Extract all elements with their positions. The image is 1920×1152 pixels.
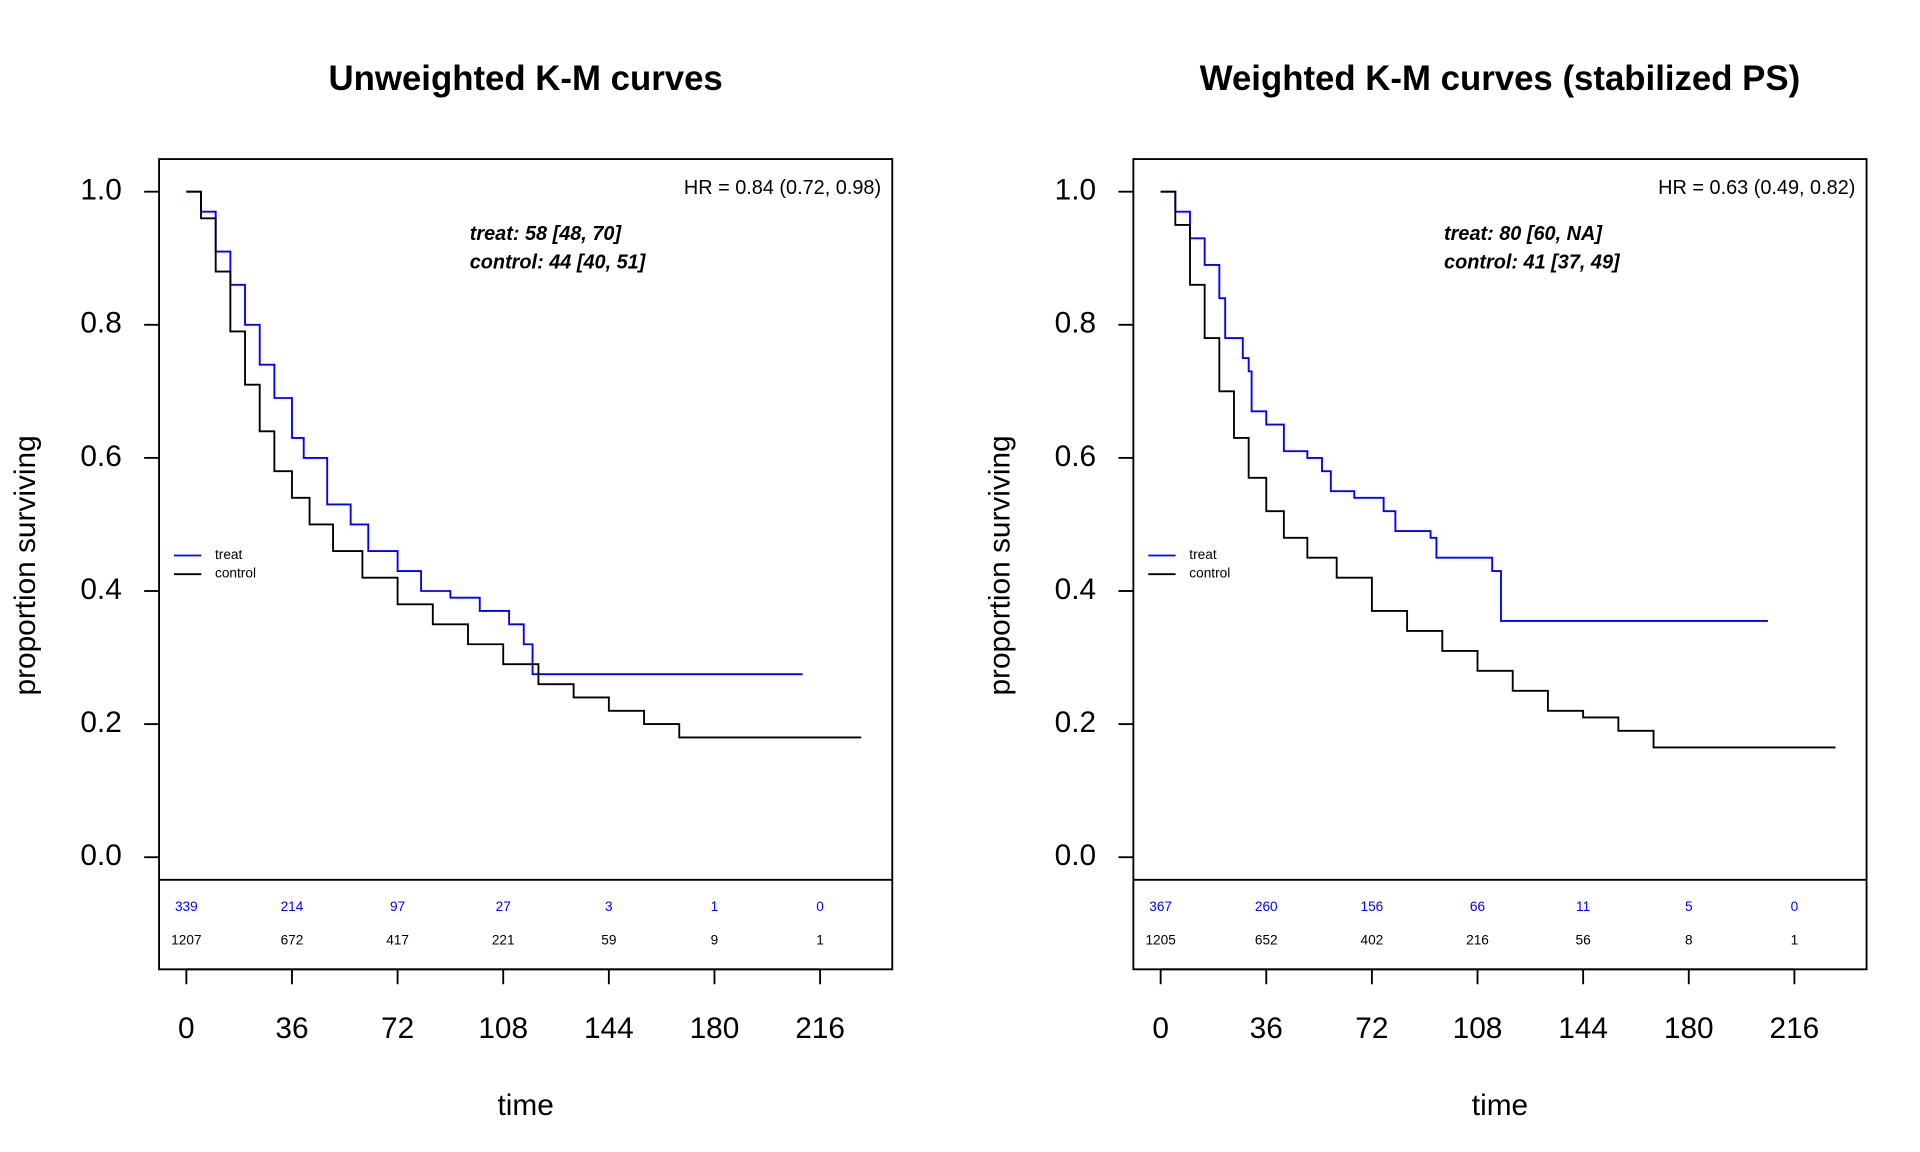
x-tick-label: 180 xyxy=(1664,1012,1714,1045)
x-tick-label: 216 xyxy=(795,1012,845,1045)
risk-count: 66 xyxy=(1470,899,1485,914)
km-curve xyxy=(1160,190,1768,622)
risk-count: 97 xyxy=(390,899,405,914)
risk-count: 8 xyxy=(1685,932,1693,947)
plot-box xyxy=(1132,158,1868,971)
risk-count: 402 xyxy=(1360,932,1383,947)
x-axis-label: time xyxy=(498,1089,554,1122)
risk-count: 156 xyxy=(1360,899,1383,914)
risk-count: 0 xyxy=(816,899,824,914)
x-tick-label: 36 xyxy=(275,1012,308,1045)
y-tick-label: 0.8 xyxy=(1055,307,1096,340)
y-tick-label: 0.6 xyxy=(1055,440,1096,473)
y-tick-label: 0.4 xyxy=(1055,573,1096,606)
risk-count: 1 xyxy=(816,932,824,947)
risk-count: 260 xyxy=(1255,899,1278,914)
x-axis-label: time xyxy=(1472,1089,1528,1122)
legend-label: control xyxy=(215,566,256,581)
risk-count: 672 xyxy=(281,932,304,947)
x-tick-label: 72 xyxy=(381,1012,414,1045)
risk-count: 5 xyxy=(1685,899,1693,914)
y-tick-label: 0.2 xyxy=(80,706,121,739)
risk-count: 214 xyxy=(281,899,304,914)
risk-count: 1207 xyxy=(171,932,201,947)
y-tick-label: 1.0 xyxy=(80,174,121,207)
risk-count: 3 xyxy=(605,899,613,914)
risk-count: 59 xyxy=(601,932,616,947)
risk-count: 56 xyxy=(1576,932,1591,947)
risk-count: 216 xyxy=(1466,932,1489,947)
hr-annotation: HR = 0.63 (0.49, 0.82) xyxy=(1658,177,1855,199)
x-tick-label: 144 xyxy=(584,1012,634,1045)
x-tick-label: 0 xyxy=(178,1012,195,1045)
risk-count: 1205 xyxy=(1145,932,1176,947)
x-tick-label: 144 xyxy=(1558,1012,1608,1045)
x-tick-label: 108 xyxy=(1453,1012,1503,1045)
legend-label: treat xyxy=(215,547,243,562)
risk-count: 0 xyxy=(1791,899,1799,914)
x-tick-label: 36 xyxy=(1250,1012,1283,1045)
median-annotation: control: 41 [37, 49] xyxy=(1444,252,1621,274)
legend-label: control xyxy=(1189,566,1230,581)
x-tick-label: 0 xyxy=(1152,1012,1169,1045)
y-tick-label: 0.8 xyxy=(80,307,121,340)
y-axis-label: proportion surviving xyxy=(9,435,42,695)
risk-count: 417 xyxy=(386,932,409,947)
y-tick-label: 0.0 xyxy=(1055,839,1096,872)
km-curve xyxy=(186,190,803,676)
risk-count: 339 xyxy=(175,899,198,914)
risk-count: 27 xyxy=(496,899,511,914)
risk-count: 1 xyxy=(711,899,719,914)
legend-label: treat xyxy=(1189,547,1217,562)
risk-count: 367 xyxy=(1149,899,1172,914)
hr-annotation: HR = 0.84 (0.72, 0.98) xyxy=(684,177,881,199)
km-curve xyxy=(1160,190,1836,749)
y-tick-label: 0.2 xyxy=(1055,706,1096,739)
km-curve xyxy=(186,190,862,739)
y-tick-label: 0.6 xyxy=(80,440,121,473)
risk-count: 221 xyxy=(492,932,515,947)
risk-count: 652 xyxy=(1255,932,1278,947)
y-tick-label: 1.0 xyxy=(1055,174,1096,207)
chart-title: Weighted K-M curves (stabilized PS) xyxy=(1200,60,1800,98)
median-annotation: control: 44 [40, 51] xyxy=(470,252,647,274)
x-tick-label: 216 xyxy=(1770,1012,1820,1045)
risk-count: 1 xyxy=(1791,932,1799,947)
chart-title: Unweighted K-M curves xyxy=(329,60,723,98)
x-tick-label: 108 xyxy=(478,1012,528,1045)
y-tick-label: 0.4 xyxy=(80,573,121,606)
plot-box xyxy=(158,158,894,971)
x-tick-label: 180 xyxy=(690,1012,740,1045)
y-tick-label: 0.0 xyxy=(80,839,121,872)
x-tick-label: 72 xyxy=(1355,1012,1388,1045)
risk-count: 9 xyxy=(711,932,719,947)
risk-count: 11 xyxy=(1576,899,1590,914)
y-axis-label: proportion surviving xyxy=(984,435,1017,695)
median-annotation: treat: 80 [60, NA] xyxy=(1444,223,1603,245)
median-annotation: treat: 58 [48, 70] xyxy=(470,223,623,245)
